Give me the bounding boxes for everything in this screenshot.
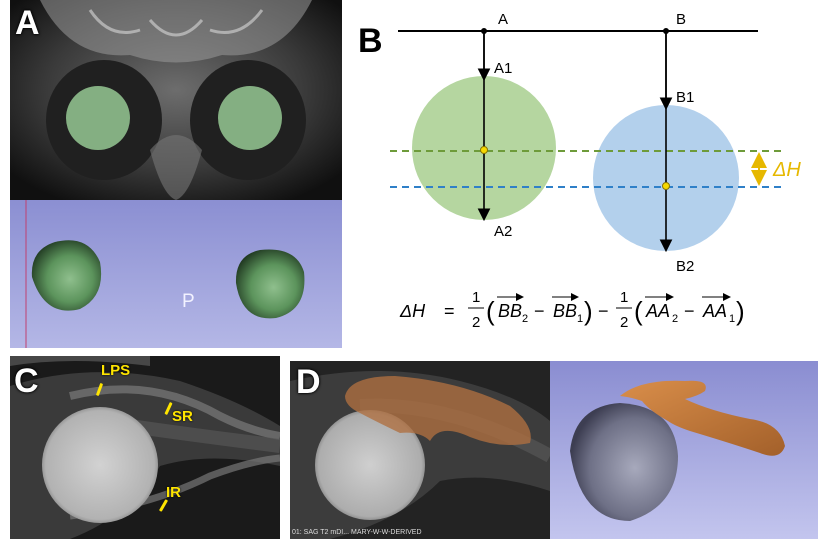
muscle-segmentation-overlay [345, 376, 531, 445]
eye-globe [42, 407, 158, 523]
delta-h-formula: ΔH = 1 2 ( BB 2 − BB 1 ) − 1 2 ( AA 2 − [399, 289, 745, 331]
right-globe-segmentation [218, 86, 282, 150]
left-globe-model [31, 240, 102, 311]
vec-bb2-sub: 2 [522, 313, 528, 325]
point-b2-label: B2 [676, 258, 694, 275]
panel-b: A B A1 A2 B1 B2 ΔH ΔH = 1 2 ( BB 2 − BB … [350, 0, 823, 348]
svg-text:): ) [584, 296, 593, 326]
panel-a-label: A [15, 4, 40, 42]
panel-d: 01: SAG T2 mDI... MARY-W-W-DERIVED D [290, 361, 818, 539]
panel-c-label: C [14, 362, 39, 400]
half-den-1: 2 [472, 314, 480, 331]
brain-tissue [40, 0, 312, 63]
vec-aa2-sub: 2 [672, 313, 678, 325]
ir-label: IR [166, 484, 181, 501]
muscle-model [620, 380, 785, 456]
point-a-node [481, 28, 487, 34]
point-a1-label: A1 [494, 60, 512, 77]
minus-1: − [534, 301, 545, 321]
point-a-label: A [498, 11, 508, 28]
vec-bb1-sub: 1 [577, 313, 583, 325]
svg-text:(: ( [634, 296, 643, 326]
panel-a-figure: P [10, 0, 342, 348]
eye-globe-mri [315, 410, 425, 520]
vec-aa1-sub: 1 [729, 313, 735, 325]
point-a2-label: A2 [494, 223, 512, 240]
panel-d-figure: 01: SAG T2 mDI... MARY-W-W-DERIVED [290, 361, 818, 539]
point-b1-label: B1 [676, 89, 694, 106]
svg-text:): ) [736, 296, 745, 326]
half-num-1: 1 [472, 289, 480, 306]
globe-model [570, 403, 678, 521]
half-den-2: 2 [620, 314, 628, 331]
vec-bb2: BB [498, 301, 522, 321]
model-orientation-mark: P [182, 291, 195, 312]
vec-aa1: AA [702, 301, 727, 321]
delta-h-label: ΔH [772, 159, 801, 181]
center-a-node [480, 146, 488, 154]
point-b-label: B [676, 11, 686, 28]
minus-3: − [684, 301, 695, 321]
scan-caption: 01: SAG T2 mDI... MARY-W-W-DERIVED [292, 529, 422, 536]
vec-aa2: AA [645, 301, 670, 321]
left-globe-segmentation [66, 86, 130, 150]
center-b-node [662, 182, 670, 190]
minus-2: − [598, 301, 609, 321]
panel-b-label: B [358, 22, 383, 60]
sagittal-mri-image [10, 356, 280, 539]
panel-c: C LPS SR IR [10, 356, 280, 539]
point-b-node [663, 28, 669, 34]
right-globe-model [235, 249, 305, 319]
sr-label: SR [172, 408, 193, 425]
half-num-2: 1 [620, 289, 628, 306]
formula-lhs: ΔH [399, 301, 426, 321]
lps-label: LPS [101, 362, 131, 379]
formula-equals: = [444, 301, 455, 321]
vec-bb1: BB [553, 301, 577, 321]
panel-a: P A [10, 0, 342, 348]
panel-b-diagram: A B A1 A2 B1 B2 ΔH ΔH = 1 2 ( BB 2 − BB … [390, 11, 801, 331]
svg-text:(: ( [486, 296, 495, 326]
panel-d-label: D [296, 363, 321, 401]
